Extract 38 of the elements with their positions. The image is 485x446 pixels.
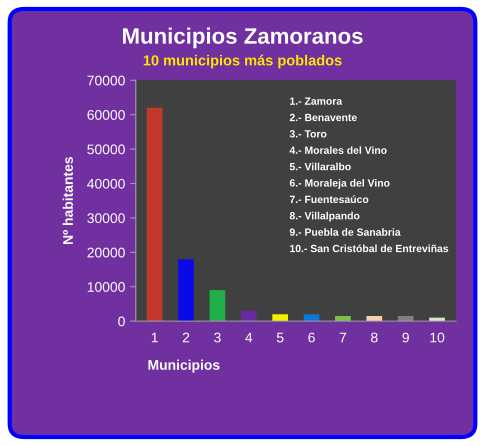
bar [178,259,194,322]
y-tick-label: 0 [118,316,125,326]
annotation: 2.- Benavente [290,114,357,122]
y-tick-label: 60000 [87,110,125,120]
bar [304,314,320,322]
annotation: 3.- Toro [290,130,326,138]
x-tick-label: 1 [152,332,158,342]
x-tick-label: 4 [245,332,252,342]
bar [240,310,257,322]
bar [146,108,162,322]
bar [210,290,226,322]
x-tick-label: 9 [402,332,409,342]
annotation: 9.- Puebla de Sanabria [290,228,401,236]
chart-subtitle: 10 municipios más poblados [144,54,342,68]
y-tick-label: 20000 [87,248,125,258]
annotation: 1.- Zamora [290,98,342,105]
y-tick-label: 50000 [87,144,125,154]
annotation: 7.- Fuentesaúco [290,195,368,204]
annotation: 6.- Moraleja del Vino [290,179,390,189]
annotation: 10.- San Cristóbal de Entreviñas [290,244,448,252]
y-tick-label: 70000 [87,76,125,86]
y-axis-title: Nº habitantes [62,157,73,244]
x-tick-label: 2 [182,332,190,342]
x-tick-label: 7 [340,332,346,342]
annotation: 5.- Villaralbo [290,162,351,170]
x-tick-label: 6 [308,332,315,342]
x-tick-label: 5 [276,332,284,342]
x-axis-title: Municipios [148,360,220,373]
bar [272,314,288,322]
y-tick-label: 30000 [87,213,125,224]
y-tick-label: 40000 [87,178,125,189]
x-tick-label: 8 [371,332,378,342]
chart-title: Municipios Zamoranos [122,28,363,48]
x-tick-label: 3 [214,332,221,342]
x-tick-label: 10 [430,332,444,342]
y-tick-label: 10000 [88,282,125,292]
annotation: 4.- Morales del Vino [290,146,387,154]
annotation: 8.- Villalpando [290,212,360,222]
